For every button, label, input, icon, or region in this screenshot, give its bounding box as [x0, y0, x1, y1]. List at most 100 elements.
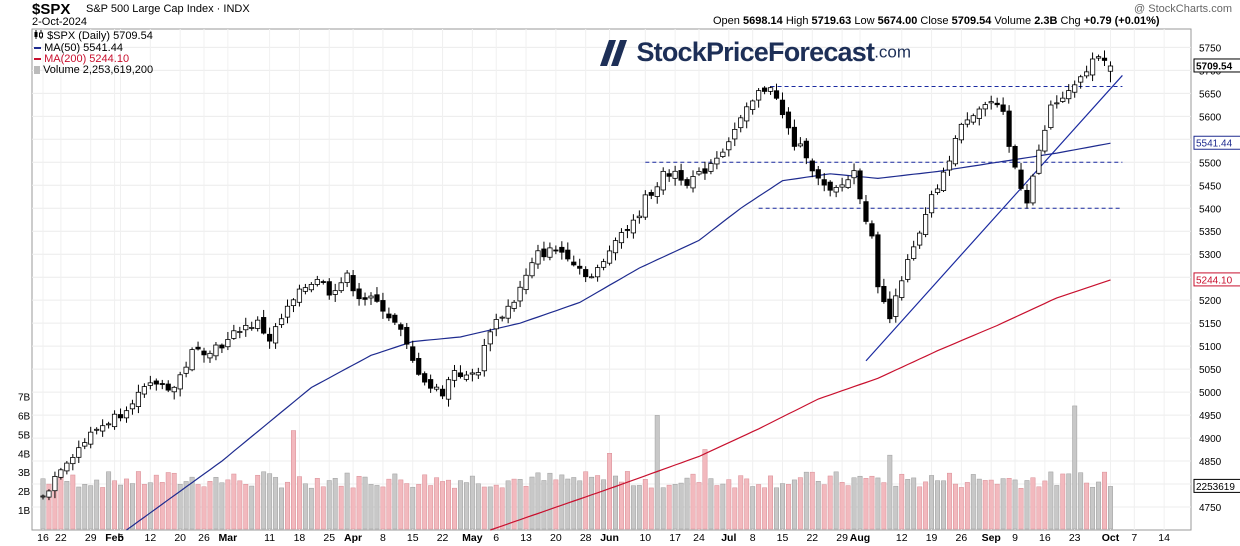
candle [541, 241, 547, 261]
candle [290, 298, 297, 313]
candle-body [958, 123, 964, 141]
candle [654, 182, 660, 204]
volume-bar [774, 487, 779, 530]
candle [356, 282, 362, 306]
y-tick-label: 5750 [1199, 43, 1222, 54]
candle-body [105, 423, 112, 426]
candle [314, 275, 320, 287]
candle-body [439, 388, 446, 397]
volume-bar [40, 478, 46, 530]
candle-body [893, 295, 899, 317]
candle [183, 361, 189, 378]
volume-bar [887, 454, 893, 530]
x-tick-label: Apr [344, 532, 362, 544]
candle [773, 83, 780, 100]
candle-body [600, 261, 607, 268]
candle [117, 408, 124, 422]
candle-body [100, 425, 106, 432]
candle [720, 148, 726, 159]
candle-body [469, 372, 475, 375]
candle-body [249, 327, 255, 329]
volume-bar [344, 472, 350, 530]
volume-bar [308, 487, 314, 530]
stockcharts-watermark: @ StockCharts.com [1134, 3, 1232, 15]
volume-bar [1006, 478, 1012, 530]
candle-body [326, 281, 332, 296]
volume-bar [410, 486, 416, 530]
candle [881, 278, 887, 304]
x-tick-label: 19 [926, 532, 938, 544]
candle [82, 438, 88, 450]
volume-bar [619, 481, 624, 530]
value-box-label: 5244.10 [1196, 275, 1233, 286]
ma50-line [126, 142, 1111, 531]
volume-bar [1012, 479, 1018, 530]
candle [708, 159, 714, 175]
volume-bar [201, 486, 207, 530]
volume-bar [189, 476, 195, 530]
x-tick-label: 15 [777, 532, 789, 544]
candle-body [1018, 169, 1024, 189]
volume-bar [279, 487, 284, 530]
candle-body [708, 163, 714, 172]
candle-body [839, 184, 845, 188]
candle [857, 168, 863, 205]
candle [64, 460, 70, 475]
y-tick-label: 5050 [1199, 365, 1222, 376]
candle [547, 242, 553, 261]
index-name-text: S&P 500 Large Cap Index [86, 3, 214, 15]
candle [338, 277, 344, 293]
chg-value: +0.79 (+0.01%) [1083, 15, 1160, 27]
candle-body [803, 140, 809, 159]
candle-body [726, 141, 732, 151]
volume-bar [636, 485, 642, 530]
candle [404, 322, 410, 350]
volume-bar [493, 484, 499, 530]
volume-bar [82, 484, 88, 530]
candle-body [952, 138, 959, 165]
candle [624, 224, 631, 239]
ma50-swatch-icon [34, 47, 41, 50]
y-tick-label: 5600 [1199, 112, 1222, 123]
candle [946, 155, 953, 176]
x-tick-label: 22 [55, 532, 67, 544]
volume-bar [547, 472, 553, 530]
volume-tick-label: 3B [18, 468, 31, 479]
candle-body [398, 324, 404, 330]
candle [744, 102, 750, 129]
volume-bar [1054, 485, 1060, 530]
y-tick-label: 4850 [1199, 457, 1222, 468]
candle [445, 376, 452, 407]
volume-bar [988, 479, 994, 530]
volume-bar [702, 449, 708, 530]
candle [851, 163, 857, 185]
candle-body [302, 287, 308, 292]
candle-body [88, 431, 94, 445]
high-value: 5719.63 [811, 15, 852, 27]
candle [469, 368, 475, 382]
volume-bar [440, 481, 446, 530]
volume-bar [94, 479, 100, 530]
volume-bar [374, 485, 380, 530]
volume-bar [863, 478, 869, 530]
volume-bar [362, 476, 368, 530]
volume-bar [70, 474, 76, 530]
candle [535, 244, 541, 269]
candle-body [267, 333, 273, 342]
open-label: Open [713, 15, 740, 27]
candle [225, 331, 231, 351]
candle-body [756, 90, 762, 101]
volume-bar [648, 487, 654, 530]
candle [386, 307, 392, 322]
volume-bar [392, 473, 398, 530]
x-tick-label: Aug [850, 532, 870, 544]
candle [869, 220, 875, 239]
candle-body [219, 344, 225, 349]
x-tick-label: Oct [1102, 532, 1120, 544]
candle-body [851, 170, 857, 179]
candle-body [797, 143, 803, 147]
candle [58, 467, 64, 480]
candle [1042, 125, 1048, 154]
x-tick-label: 23 [1069, 532, 1081, 544]
